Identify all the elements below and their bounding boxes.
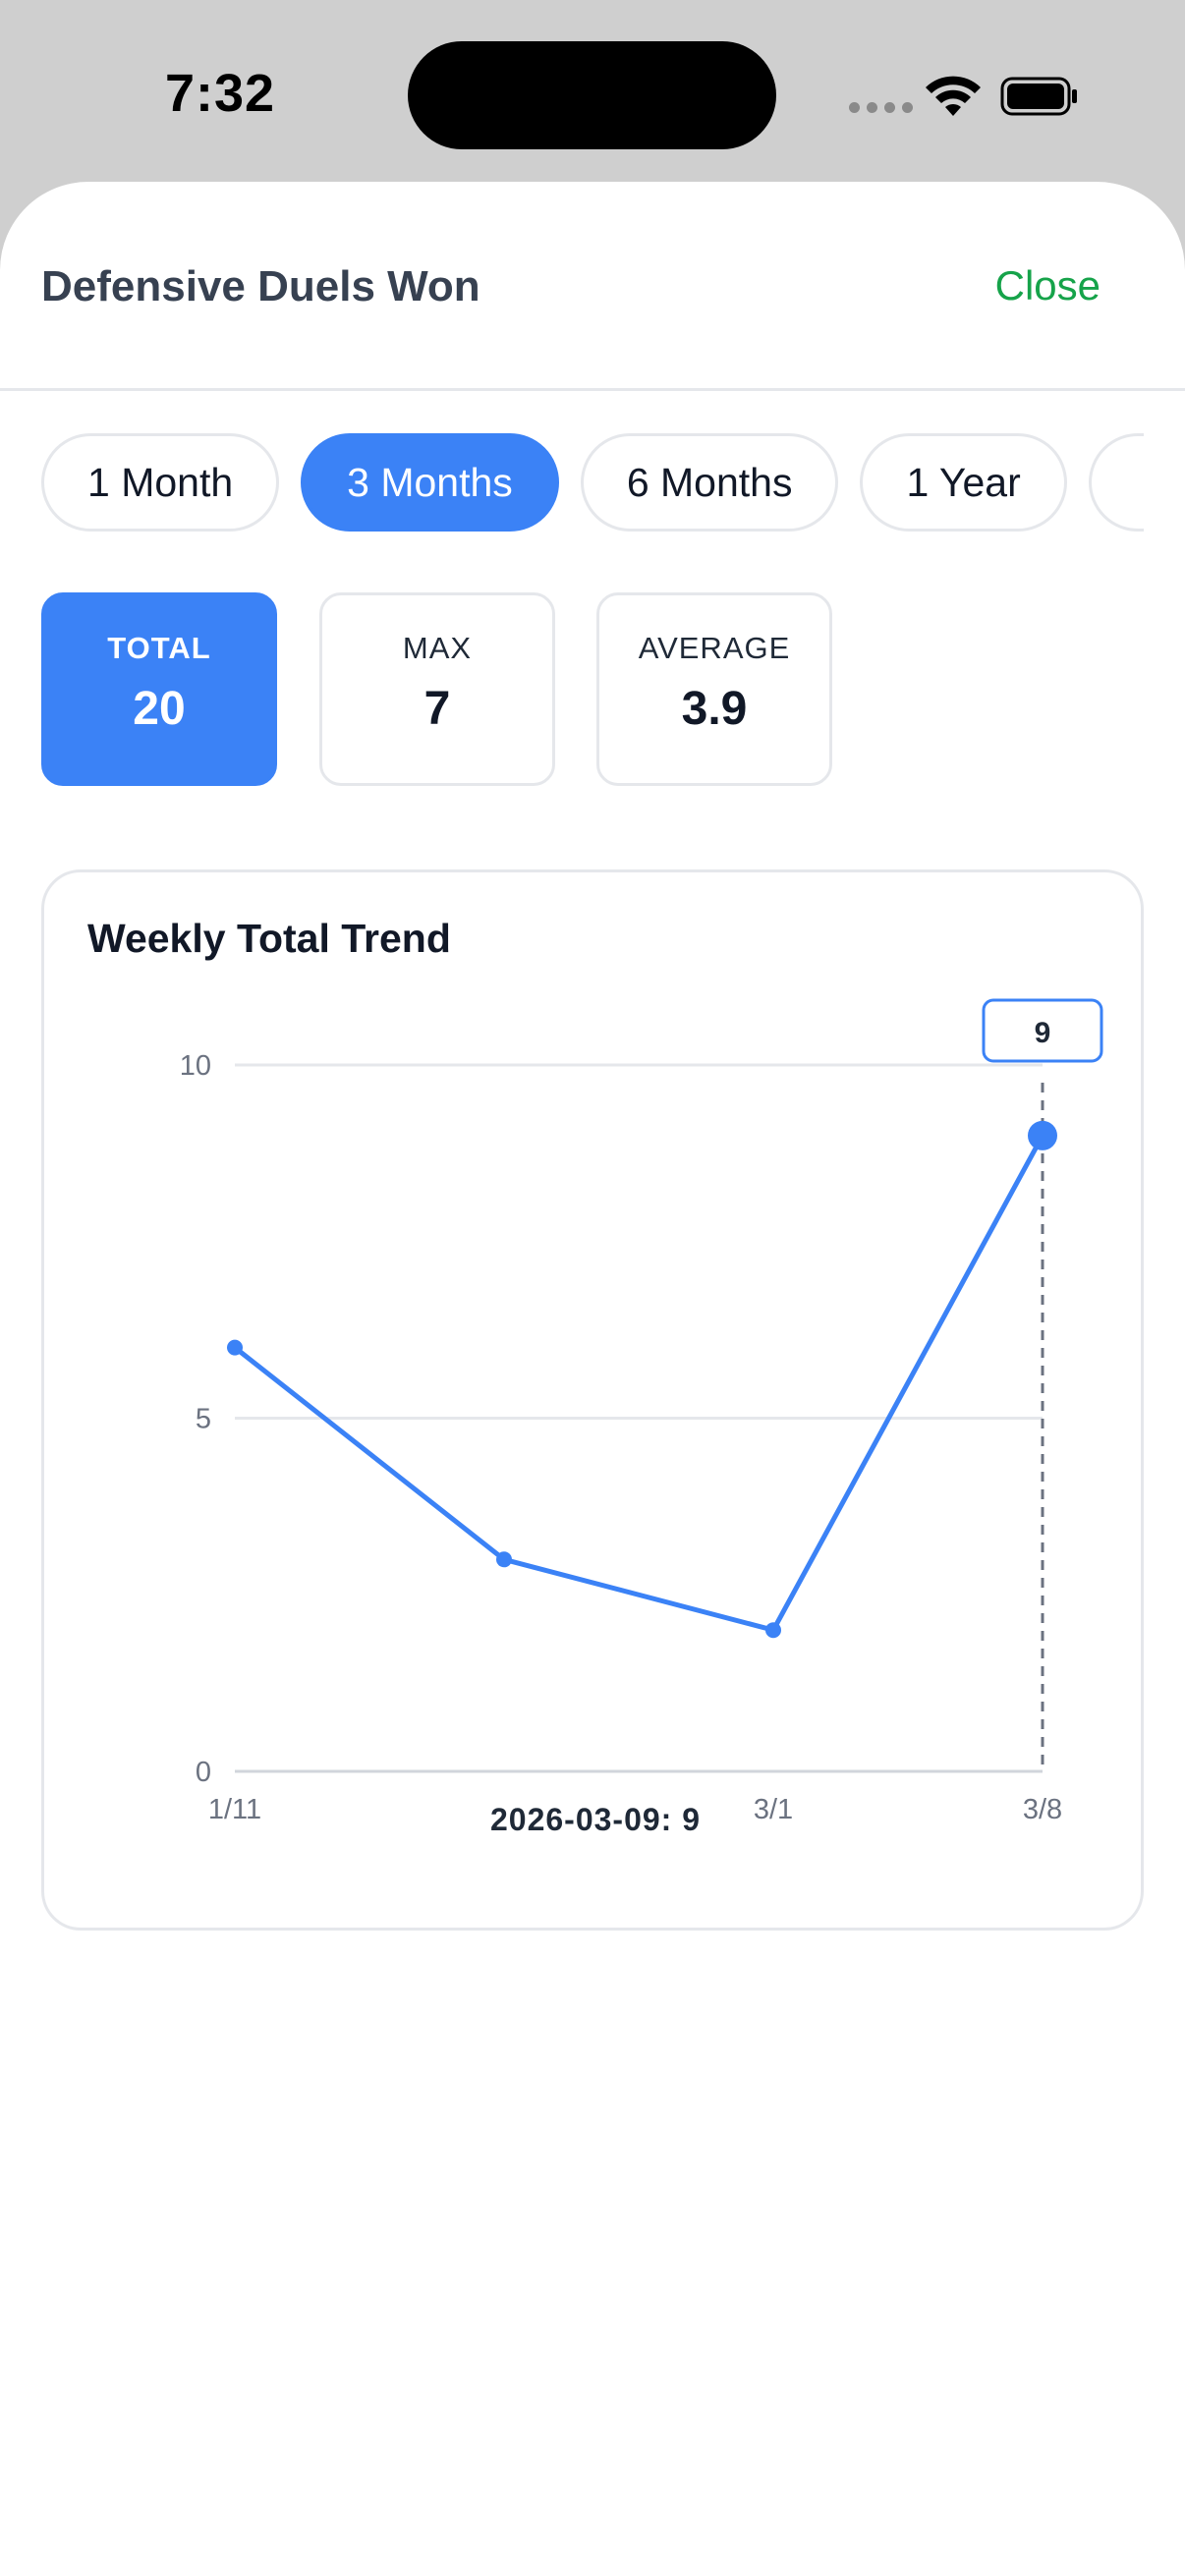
- detail-sheet: Defensive Duels Won Close 1 Month 3 Mont…: [0, 182, 1185, 2576]
- battery-icon: [1000, 77, 1077, 116]
- stat-total-label: TOTAL: [107, 631, 211, 665]
- stat-average-label: AVERAGE: [638, 631, 791, 665]
- trend-line-chart[interactable]: 0 5 10 1/11 3/1 3/8 9 2026-03-09: 9: [44, 872, 1147, 1933]
- x-tick-label: 3/1: [754, 1794, 793, 1825]
- status-time: 7:32: [165, 64, 276, 123]
- stat-max-label: MAX: [402, 631, 473, 665]
- sheet-title: Defensive Duels Won: [41, 262, 480, 310]
- x-tick-label: 3/8: [1023, 1794, 1062, 1825]
- wifi-icon: [926, 76, 981, 116]
- range-chip-1-year[interactable]: 1 Year: [860, 433, 1067, 532]
- x-tick-label: 1/11: [208, 1794, 261, 1825]
- range-chip-3-months[interactable]: 3 Months: [301, 433, 559, 532]
- stat-card-average[interactable]: AVERAGE 3.9: [596, 592, 832, 786]
- data-point: [496, 1551, 512, 1568]
- stat-card-total[interactable]: TOTAL 20: [41, 592, 277, 786]
- y-tick-label: 5: [196, 1404, 211, 1435]
- data-point: [1028, 1120, 1057, 1150]
- range-chip-more[interactable]: [1088, 433, 1144, 532]
- cellular-signal-icon: [849, 102, 913, 113]
- header-divider: [0, 388, 1185, 391]
- close-button[interactable]: Close: [994, 262, 1100, 308]
- stat-max-value: 7: [423, 683, 451, 735]
- tooltip-badge-value: 9: [1035, 1017, 1051, 1049]
- tooltip-caption: 2026-03-09: 9: [490, 1802, 701, 1837]
- stat-card-max[interactable]: MAX 7: [319, 592, 555, 786]
- stat-total-value: 20: [133, 683, 186, 735]
- stat-average-value: 3.9: [681, 683, 748, 735]
- trend-chart-card: Weekly Total Trend 0 5 10 1/11 3/1 3/8 9 2026-0…: [41, 869, 1144, 1931]
- series-line: [233, 1134, 1045, 1633]
- chart-title: Weekly Total Trend: [87, 916, 451, 961]
- tooltip-badge: [982, 998, 1103, 1063]
- range-selector: 1 Month 3 Months 6 Months 1 Year: [41, 433, 1144, 535]
- data-point: [227, 1339, 243, 1356]
- y-tick-label: 0: [196, 1757, 211, 1788]
- range-chip-1-month[interactable]: 1 Month: [41, 433, 280, 532]
- y-tick-label: 10: [180, 1050, 211, 1082]
- range-chip-6-months[interactable]: 6 Months: [580, 433, 839, 532]
- dynamic-island: [408, 41, 776, 149]
- data-point: [765, 1622, 781, 1639]
